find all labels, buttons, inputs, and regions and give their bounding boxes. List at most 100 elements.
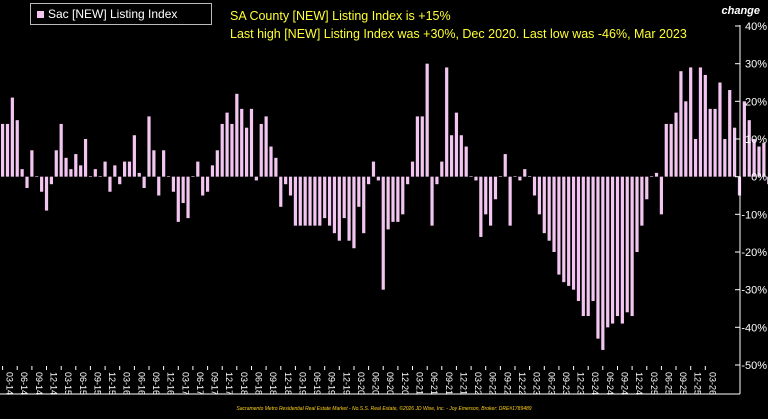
bar [615, 176, 620, 317]
x-tick-label: 06-23 [546, 372, 556, 395]
bar [381, 176, 385, 290]
bar [318, 176, 322, 226]
x-tick-label: 09-19 [327, 372, 337, 395]
bar [547, 176, 551, 241]
bar [186, 176, 190, 219]
x-tick-label: 03-18 [239, 372, 249, 395]
footer-credit: Sacramento Metro Residential Real Estate… [236, 406, 532, 412]
bar [362, 176, 366, 234]
bar [606, 176, 610, 328]
y-tick-label: 10% [745, 134, 767, 146]
x-tick-label: 12-17 [224, 372, 234, 395]
bar [733, 127, 737, 177]
bar [30, 150, 34, 177]
x-tick-label: 03-20 [356, 372, 366, 395]
bar [708, 108, 712, 177]
bar [650, 176, 654, 177]
bar [586, 176, 590, 317]
bar [513, 176, 517, 177]
bar [484, 176, 488, 215]
bar [396, 176, 400, 222]
x-tick-label: 12-14 [49, 372, 59, 395]
bar [40, 176, 44, 192]
x-tick-label: 12-23 [576, 372, 586, 395]
bar [113, 165, 117, 177]
bar [689, 67, 693, 177]
bar [684, 101, 688, 177]
x-tick-label: 09-18 [268, 372, 278, 395]
bar [508, 176, 512, 226]
bar [576, 176, 581, 301]
bar [737, 176, 742, 196]
bar [620, 176, 624, 324]
x-axis-ticks: 03-14 06-14 09-14 12-14 03-15 06-15 09-15 12-15… [2, 366, 717, 395]
bar [303, 176, 307, 226]
legend-label: Sac [NEW] Listing Index [48, 7, 178, 21]
x-tick-label: 09-25 [678, 372, 688, 395]
x-tick-label: 03-14 [5, 372, 15, 395]
x-tick-label: 09-16 [151, 372, 161, 395]
bar [728, 90, 732, 177]
x-tick-label: 03-24 [590, 372, 600, 395]
x-tick-label: 12-15 [107, 372, 117, 395]
bar [640, 176, 644, 226]
bar [44, 176, 49, 211]
legend: Sac [NEW] Listing Index [30, 3, 212, 25]
x-tick-label: 09-21 [444, 372, 454, 395]
x-tick-label: 12-25 [693, 372, 703, 395]
bar [196, 161, 200, 177]
bar [723, 139, 727, 177]
bar [210, 165, 215, 177]
bar [79, 165, 83, 177]
bar [152, 150, 156, 177]
x-tick-label: 06-19 [312, 372, 322, 395]
bar [254, 176, 258, 181]
bar [132, 135, 136, 177]
bar [205, 176, 210, 192]
bar [542, 176, 546, 234]
y-tick-label: -30% [741, 285, 767, 297]
bar [401, 176, 405, 215]
y-tick-label: 30% [745, 59, 767, 71]
x-tick-label: 09-23 [561, 372, 571, 395]
bar [162, 150, 166, 177]
y-axis-ticks: 40% 30% 20% 10% 0% -10% -20% -30% -40% -50% [735, 21, 767, 372]
x-tick-label: 03-26 [707, 372, 717, 395]
x-tick-label: 12-19 [341, 372, 351, 395]
bar [191, 176, 195, 177]
bar [342, 176, 346, 219]
x-tick-label: 06-25 [663, 372, 673, 395]
bar [69, 169, 73, 177]
bar [552, 176, 556, 252]
bar [479, 176, 483, 237]
bar [332, 176, 337, 234]
bar [93, 169, 97, 177]
bar [611, 176, 615, 324]
bar [288, 176, 293, 196]
bar [201, 176, 205, 196]
bar [718, 82, 722, 177]
x-tick-label: 06-21 [429, 372, 439, 395]
bar [147, 116, 151, 177]
bar [532, 176, 537, 196]
x-tick-label: 09-14 [34, 372, 44, 395]
bar [181, 176, 185, 204]
x-tick-label: 09-24 [620, 372, 630, 395]
y-tick-label: 20% [745, 96, 767, 108]
x-tick-label: 12-22 [517, 372, 527, 395]
bar [581, 176, 585, 317]
x-tick-label: 06-14 [19, 372, 29, 395]
x-tick-label: 03-21 [415, 372, 425, 395]
x-tick-label: 06-20 [371, 372, 381, 395]
bar [225, 112, 229, 177]
bar [123, 161, 127, 177]
x-tick-label: 03-25 [649, 372, 659, 395]
y-axis-title: change [721, 5, 760, 17]
bar [440, 161, 444, 177]
bar [703, 74, 707, 177]
bar [274, 157, 278, 177]
bar [337, 176, 341, 241]
bar [127, 161, 132, 177]
bar [713, 108, 717, 177]
bar [435, 176, 439, 185]
